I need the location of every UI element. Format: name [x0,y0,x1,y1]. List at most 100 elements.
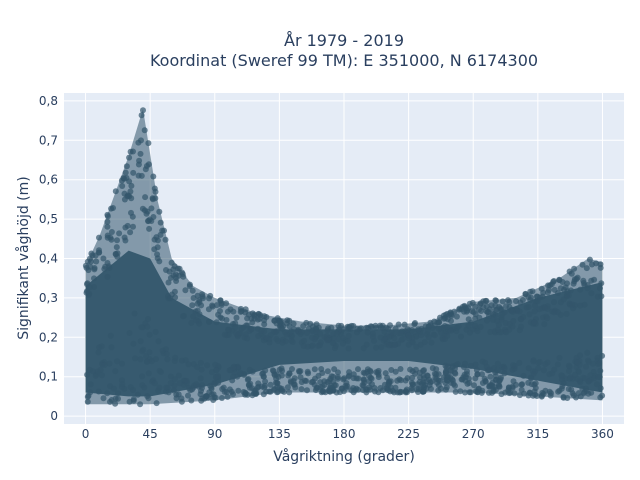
data-point [509,308,516,315]
data-point [559,373,566,380]
data-point [254,384,261,391]
data-point [127,229,134,236]
data-point [344,338,351,344]
data-point [126,178,133,185]
data-point [557,285,564,292]
data-point [559,279,566,285]
data-point [474,371,481,378]
data-point [397,330,404,337]
data-point [492,297,499,304]
data-point [411,321,418,328]
data-point [396,389,403,396]
data-point [317,379,324,386]
data-point [167,373,174,380]
chart-title-line-1: År 1979 - 2019 [284,31,404,50]
data-point [137,150,144,157]
data-point [375,374,382,381]
data-point [340,388,347,395]
data-point [237,369,244,376]
data-point [213,367,220,374]
data-point [235,387,242,394]
data-point [494,360,501,367]
data-point [104,223,111,230]
data-point [153,400,160,407]
data-point [127,384,134,391]
data-point [309,334,316,341]
data-point [213,319,220,326]
data-point [452,370,459,377]
data-point [143,210,150,217]
data-point [106,360,113,367]
data-point [593,381,600,388]
data-point [447,367,454,374]
data-point [354,325,361,332]
data-point [271,328,278,335]
data-point [110,385,117,392]
data-point [355,375,362,382]
data-point [271,372,278,379]
y-axis-title: Signifikant våghöjd (m) [15,176,32,339]
data-point [279,367,286,374]
data-point [151,380,158,387]
data-point [144,393,151,400]
y-tick-label: 0,8 [39,94,58,108]
data-point [145,316,152,322]
data-point [151,246,158,253]
data-point [576,377,583,384]
data-point [409,374,416,381]
data-point [163,267,169,273]
data-point [156,384,163,391]
data-point [597,285,603,292]
data-point [518,323,525,330]
data-point [122,169,129,176]
data-point [155,338,162,345]
data-point [420,388,427,395]
data-point [207,292,214,299]
data-point [211,381,218,388]
data-point [345,345,352,352]
data-point [492,373,499,379]
data-point [165,279,172,286]
data-point [96,234,102,241]
data-point [296,368,302,374]
data-point [391,335,398,342]
data-point [96,344,103,351]
point-cloud-core [85,250,603,397]
data-point [386,342,392,349]
data-point [471,382,477,389]
data-point [124,222,131,229]
data-point [598,293,605,300]
data-point [375,389,382,396]
data-point [223,300,230,307]
data-point [171,387,177,394]
data-point [104,390,111,397]
data-point [525,392,532,399]
data-point [454,361,461,368]
y-tick-label: 0,7 [39,133,58,147]
data-point [196,299,203,306]
data-point [377,324,384,331]
data-point [559,383,566,390]
data-point [301,337,308,344]
data-point [95,388,102,395]
data-point [457,388,464,395]
data-point [324,337,331,344]
data-point [304,368,311,375]
data-point [101,266,108,272]
data-point [152,195,159,202]
data-point [377,334,384,341]
data-point [364,329,371,336]
data-point [433,371,440,378]
data-point [546,371,553,378]
data-point [557,311,564,318]
data-point [138,324,145,331]
data-point [503,329,510,336]
data-point [291,381,298,388]
data-point [433,366,440,373]
data-point [182,357,189,364]
data-point [279,339,286,346]
data-point [327,388,333,395]
data-point [536,306,543,313]
data-point [470,309,477,316]
data-point [143,163,150,169]
